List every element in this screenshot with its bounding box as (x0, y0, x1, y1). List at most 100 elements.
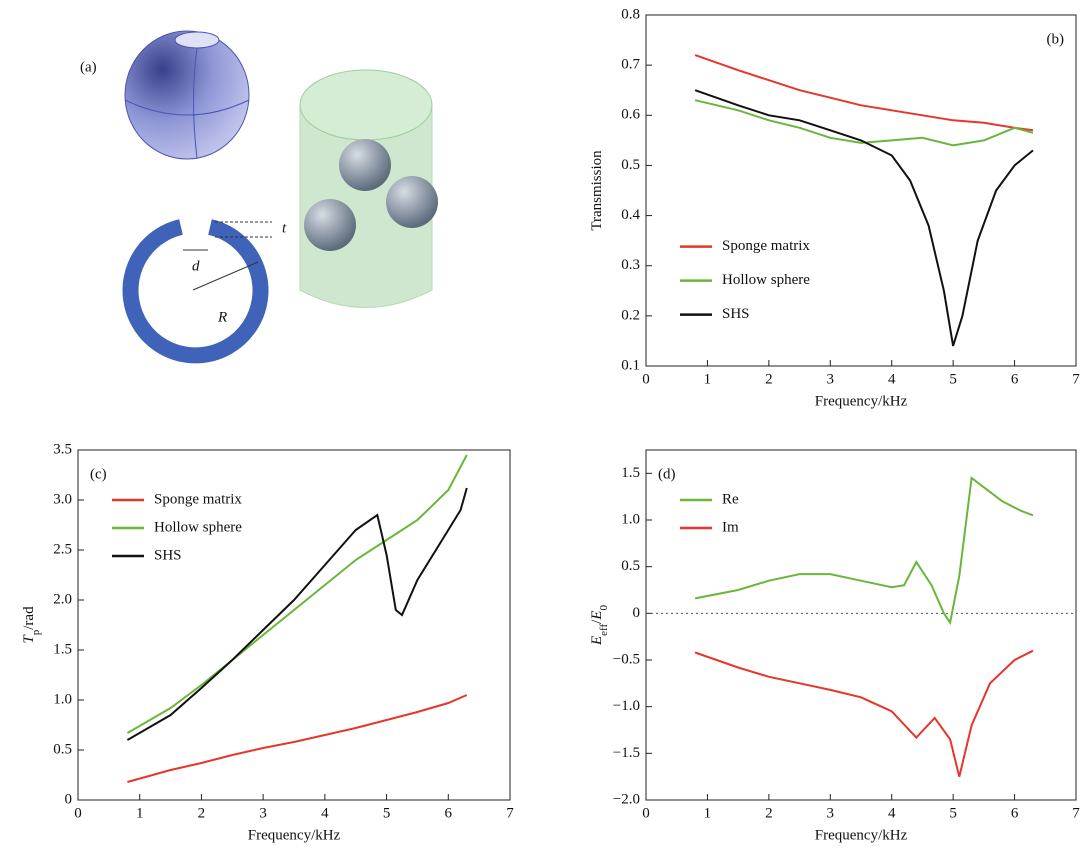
legend-label: Sponge matrix (154, 491, 242, 507)
x-tick-label: 3 (827, 371, 835, 387)
y-tick-label: −1.5 (613, 745, 640, 761)
y-tick-label: 0.5 (53, 741, 72, 757)
ring (122, 219, 269, 364)
y-tick-label: −2.0 (613, 791, 640, 807)
x-tick-label: 7 (1072, 371, 1080, 387)
sphere (124, 30, 250, 160)
y-tick-label: −1.0 (613, 698, 640, 714)
x-tick-label: 1 (704, 371, 712, 387)
y-tick-label: −0.5 (613, 651, 640, 667)
annotation: d (192, 258, 200, 274)
x-tick-label: 6 (445, 805, 453, 821)
y-tick-label: 1.0 (621, 511, 640, 527)
radius-line (192, 261, 259, 291)
x-tick-label: 6 (1011, 805, 1019, 821)
small-sphere (339, 139, 391, 191)
small-sphere (304, 199, 356, 251)
panel-label: (a) (80, 59, 97, 75)
series-line (126, 454, 468, 734)
x-tick-label: 0 (642, 805, 650, 821)
y-axis-label-part: E (589, 636, 605, 646)
annotation: R (217, 309, 227, 325)
y-axis-label: Transmission (589, 150, 605, 231)
diagram: (a) t d R (80, 30, 438, 364)
cylinder-top (299, 69, 433, 141)
series-line (126, 487, 468, 741)
legend-label: Im (722, 519, 739, 535)
y-tick-label: 0.1 (621, 357, 640, 373)
y-tick-label: 3.5 (53, 441, 72, 457)
y-tick-label: 0.8 (621, 6, 640, 22)
x-tick-label: 5 (949, 371, 957, 387)
x-tick-label: 5 (383, 805, 391, 821)
y-axis-label-part: T (21, 634, 37, 644)
x-tick-label: 1 (136, 805, 144, 821)
y-axis-label-part: p (30, 629, 42, 635)
small-sphere (386, 176, 438, 228)
x-tick-label: 2 (765, 371, 773, 387)
x-tick-label: 5 (949, 805, 957, 821)
legend-label: Re (722, 491, 739, 507)
y-axis-label-part: E (589, 610, 605, 620)
y-tick-label: 0.6 (621, 107, 640, 123)
y-axis-label: Eeff/E0 (589, 604, 609, 646)
y-tick-label: 3.0 (53, 491, 72, 507)
legend-label: SHS (154, 547, 182, 563)
y-axis-label-part: Transmission (589, 150, 605, 231)
x-tick-label: 4 (888, 805, 896, 821)
plot-frame (645, 14, 1077, 367)
x-tick-label: 4 (888, 371, 896, 387)
y-axis-label-part: eff (598, 623, 610, 635)
plot-frame (77, 449, 511, 801)
legend-label: Hollow sphere (722, 272, 810, 288)
y-tick-label: 1.0 (53, 691, 72, 707)
y-tick-label: 0.5 (621, 157, 640, 173)
x-tick-label: 0 (642, 371, 650, 387)
x-axis-label: Frequency/kHz (248, 827, 341, 843)
series-line (694, 649, 1034, 777)
x-tick-label: 7 (1072, 805, 1080, 821)
y-axis-label: Tp/rad (21, 606, 41, 644)
x-tick-label: 3 (827, 805, 835, 821)
y-tick-label: 0 (65, 791, 73, 807)
sphere-hole (174, 31, 220, 49)
y-axis-label-part: 0 (598, 604, 610, 610)
legend-label: Hollow sphere (154, 519, 242, 535)
plot-frame (645, 449, 1077, 801)
series-line (694, 89, 1034, 347)
y-tick-label: 2.5 (53, 541, 72, 557)
series-line (694, 54, 1034, 132)
series-line (694, 476, 1034, 626)
y-tick-label: 0.4 (621, 207, 640, 223)
x-tick-label: 6 (1011, 371, 1019, 387)
y-tick-label: 0.5 (621, 558, 640, 574)
y-tick-label: 1.5 (621, 465, 640, 481)
panel-label: (d) (658, 466, 676, 482)
legend-label: SHS (722, 306, 750, 322)
x-tick-label: 3 (259, 805, 267, 821)
y-tick-label: 0.2 (621, 307, 640, 323)
y-tick-label: 1.5 (53, 641, 72, 657)
y-axis-label-part: /rad (21, 606, 37, 630)
x-tick-label: 0 (74, 805, 82, 821)
x-tick-label: 2 (765, 805, 773, 821)
y-tick-label: 0 (633, 605, 641, 621)
panel-label: (c) (90, 466, 107, 482)
x-tick-label: 4 (321, 805, 329, 821)
sphere-line (124, 99, 250, 116)
series-line (694, 99, 1034, 147)
y-tick-label: 0.7 (621, 57, 640, 73)
y-axis-label-part: / (589, 619, 605, 624)
annotation: t (282, 220, 287, 236)
x-axis-label: Frequency/kHz (815, 827, 908, 843)
y-tick-label: 2.0 (53, 591, 72, 607)
x-tick-label: 7 (506, 805, 514, 821)
x-tick-label: 1 (704, 805, 712, 821)
sphere-line (193, 47, 198, 159)
panel-label: (b) (1047, 31, 1065, 47)
series-line (127, 694, 468, 783)
x-tick-label: 2 (198, 805, 206, 821)
legend-label: Sponge matrix (722, 238, 810, 254)
y-tick-label: 0.3 (621, 257, 640, 273)
